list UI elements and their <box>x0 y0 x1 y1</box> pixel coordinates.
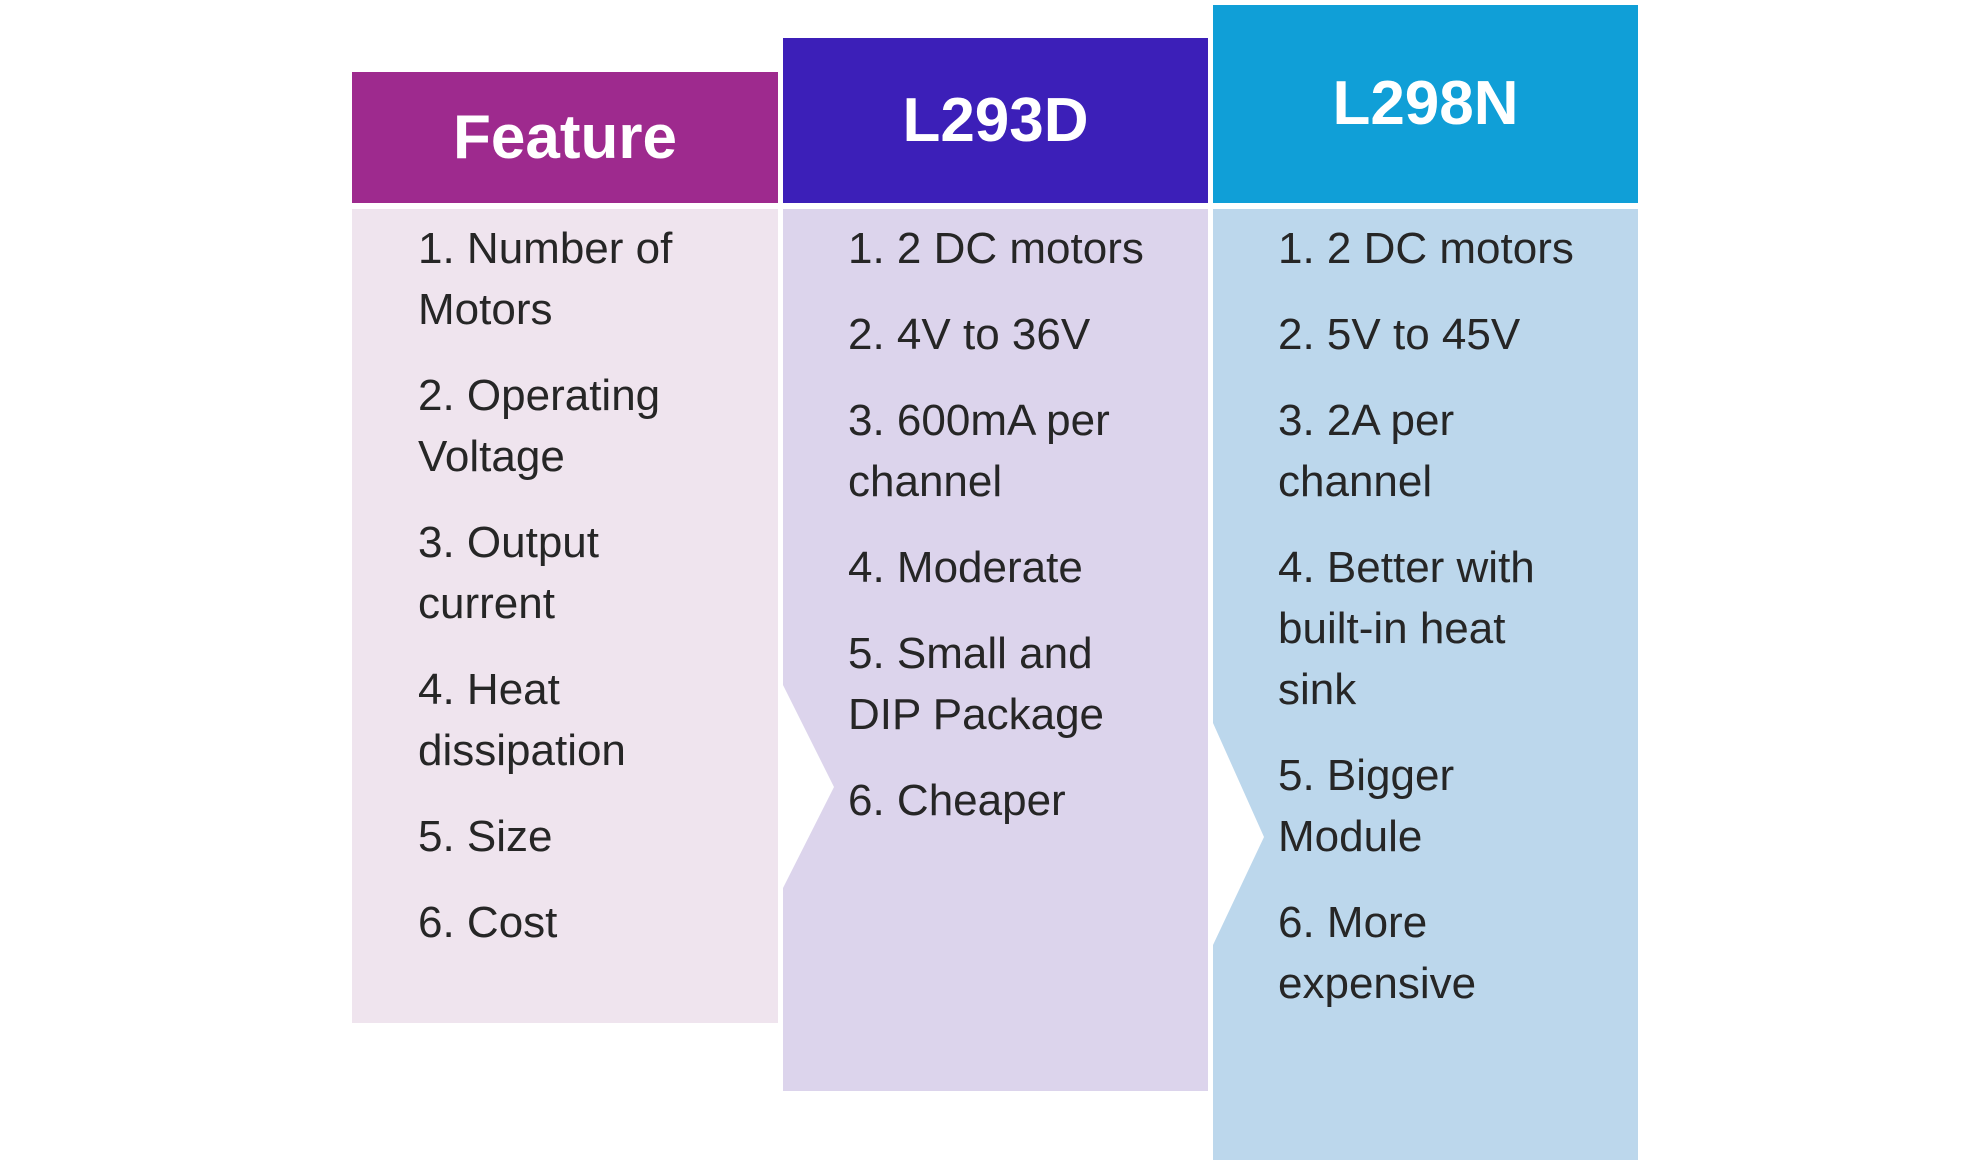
list-item: 1. Number of Motors <box>418 224 673 334</box>
list-item: 2. 4V to 36V <box>848 310 1091 359</box>
body-bg <box>1213 209 1638 1160</box>
item-list: 1. 2 DC motors 2. 5V to 45V 3. 2A per chan… <box>1278 218 1588 1039</box>
column-header: L293D <box>902 86 1089 155</box>
header-bg <box>352 72 778 203</box>
column-header: L298N <box>1332 69 1519 138</box>
list-item: 2. Operating Voltage <box>418 371 661 481</box>
list-item: 1. 2 DC motors <box>1278 224 1574 273</box>
list-item: 5. Small and DIP Package <box>848 629 1105 739</box>
list-item: 4. Heat dissipation <box>418 665 626 775</box>
list-item: 3. 600mA per channel <box>848 396 1110 506</box>
list-item: 5. Size <box>418 812 553 861</box>
column-header: Feature <box>453 103 677 172</box>
body-bg <box>783 209 1208 1091</box>
header-bg <box>783 38 1208 203</box>
item-list: 1. 2 DC motors 2. 4V to 36V 3. 600mA per c… <box>848 218 1158 856</box>
item-list: 1. Number of Motors 2. Operating Voltage 3… <box>418 218 728 978</box>
list-item: 4. Moderate <box>848 543 1083 592</box>
header-bg <box>1213 5 1638 203</box>
body-bg <box>352 209 778 1023</box>
list-item: 6. Cost <box>418 898 558 947</box>
list-item: 4. Better with built-in heat sink <box>1278 543 1535 714</box>
list-item: 6. Cheaper <box>848 776 1066 825</box>
list-item: 1. 2 DC motors <box>848 224 1144 273</box>
list-item: 2. 5V to 45V <box>1278 310 1521 359</box>
list-item: 6. More expensive <box>1278 898 1477 1008</box>
list-item: 3. 2A per channel <box>1278 396 1455 506</box>
list-item: 5. Bigger Module <box>1278 751 1455 861</box>
list-item: 3. Output current <box>418 518 600 628</box>
